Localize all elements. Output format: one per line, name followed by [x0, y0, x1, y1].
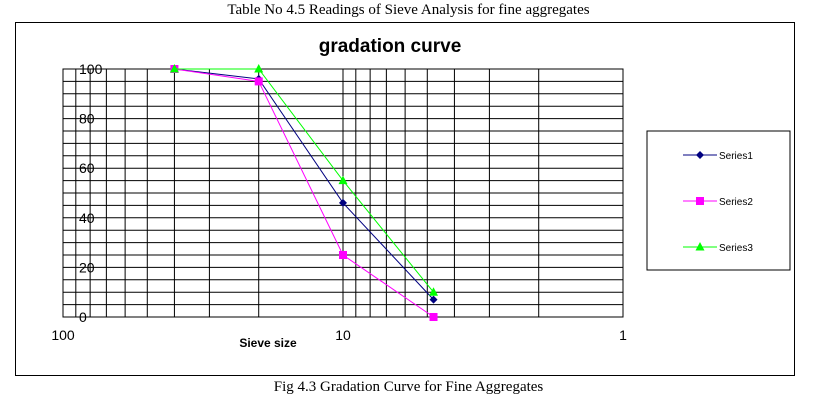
square-marker	[254, 77, 263, 86]
triangle-marker	[254, 64, 264, 73]
plot-grid	[62, 68, 624, 318]
series-series3	[169, 64, 439, 296]
triangle-marker	[338, 175, 348, 185]
triangle-marker	[695, 242, 705, 251]
y-tick-label: 100	[79, 61, 103, 77]
y-tick-label: 20	[79, 259, 95, 275]
y-tick-label: 60	[79, 160, 95, 176]
legend-item: Series1	[683, 151, 753, 162]
legend-label: Series3	[719, 243, 753, 254]
chart-title: gradation curve	[319, 36, 462, 57]
legend-item: Series3	[683, 242, 753, 254]
triangle-marker	[429, 287, 439, 296]
x-tick-label: 10	[335, 327, 351, 343]
legend-box	[646, 130, 791, 271]
legend-label: Series2	[719, 197, 753, 208]
diamond-marker	[429, 295, 438, 304]
triangle-marker	[169, 64, 179, 73]
diamond-marker	[696, 151, 704, 159]
plot-border	[62, 68, 624, 318]
square-marker	[339, 251, 347, 259]
legend: Series1 Series2 Series3	[646, 130, 791, 271]
legend-label: Series1	[719, 151, 753, 162]
legend-item: Series2	[683, 197, 753, 208]
series-line	[174, 68, 434, 318]
y-tick-label: 40	[79, 210, 95, 226]
square-marker	[696, 197, 704, 205]
x-tick-label: 100	[51, 327, 75, 343]
axis-ticks: 0 20 40 60 80 100 100 10 1	[51, 61, 627, 343]
y-tick-label: 80	[79, 111, 95, 127]
table-caption: Table No 4.5 Readings of Sieve Analysis …	[227, 2, 590, 18]
series-line	[174, 68, 434, 300]
series-lines	[169, 64, 439, 321]
x-tick-label: 1	[619, 327, 627, 343]
diamond-marker	[339, 198, 347, 207]
square-marker	[429, 313, 438, 321]
figure-caption: Fig 4.3 Gradation Curve for Fine Aggrega…	[273, 379, 544, 395]
series-line	[174, 68, 434, 293]
x-axis-label: Sieve size	[239, 336, 297, 350]
y-tick-label: 0	[79, 309, 87, 325]
